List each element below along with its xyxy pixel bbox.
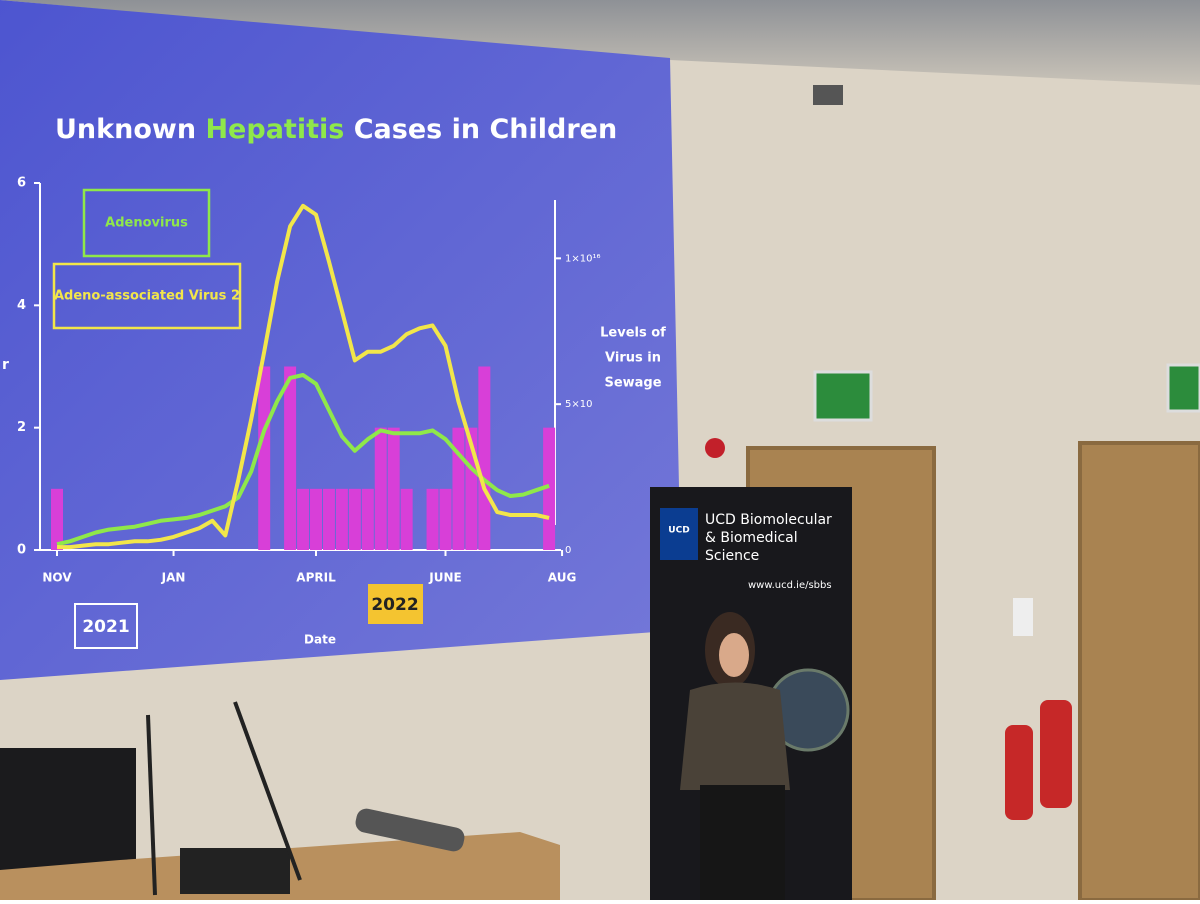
legend-box xyxy=(52,262,242,330)
y-tick-label: 6 xyxy=(17,176,26,191)
y-axis-label: r xyxy=(2,357,9,373)
wall-switch xyxy=(1013,598,1033,636)
title-part: Hepatitis xyxy=(205,114,344,145)
bar xyxy=(258,366,271,550)
bar xyxy=(426,488,439,550)
desk-device xyxy=(180,848,290,894)
microphone xyxy=(146,714,157,896)
banner-text: Science xyxy=(705,548,759,564)
object-on-desk xyxy=(355,808,465,852)
x-tick-label: APRIL xyxy=(296,571,336,585)
bar xyxy=(51,488,63,550)
monitor xyxy=(0,748,136,874)
bar xyxy=(543,427,556,550)
legend-label: Adeno-associated Virus 2 xyxy=(54,289,240,304)
banner-url: www.ucd.ie/sbbs xyxy=(748,580,832,591)
line-series xyxy=(56,373,550,547)
legend-box xyxy=(82,188,211,258)
exit-sign xyxy=(1166,363,1200,413)
y2-tick-label: 0 xyxy=(565,545,571,556)
x-tick-label: NOV xyxy=(42,571,72,585)
bar xyxy=(439,488,452,550)
bar xyxy=(452,427,465,550)
year-box xyxy=(74,603,138,649)
bar xyxy=(335,488,348,550)
y2-axis-label: Levels of xyxy=(600,326,666,341)
legend-label: Adenovirus xyxy=(105,216,188,231)
chart-title: Unknown Hepatitis Cases in Children xyxy=(55,114,617,145)
y-tick-label: 0 xyxy=(17,543,26,558)
bar xyxy=(310,488,322,550)
y2-tick-label: 1×10¹⁶ xyxy=(565,253,600,264)
y-tick-label: 2 xyxy=(17,420,26,435)
banner-logo-text: UCD xyxy=(668,526,689,536)
bar xyxy=(478,366,491,550)
bar xyxy=(387,427,400,550)
bar xyxy=(348,488,361,550)
projected-slide xyxy=(0,0,682,680)
person-shirt xyxy=(680,682,790,790)
bar xyxy=(322,488,335,550)
y2-tick-label: 5×10 xyxy=(565,399,592,410)
door xyxy=(1078,441,1200,902)
y-tick-label: 4 xyxy=(17,298,26,313)
x-axis-label: Date xyxy=(304,633,336,647)
y2-axis-label: Sewage xyxy=(604,376,661,391)
title-part: Cases in Children xyxy=(354,114,618,145)
bar xyxy=(361,488,374,550)
bar xyxy=(297,488,310,550)
title-part: Unknown xyxy=(55,114,196,145)
bar xyxy=(400,488,413,550)
exit-sign xyxy=(813,370,873,422)
y2-axis-label: Virus in xyxy=(605,351,661,366)
fire-extinguisher xyxy=(1005,725,1033,820)
person-face xyxy=(719,633,749,677)
person-trousers xyxy=(700,785,785,900)
alarm xyxy=(705,438,725,458)
banner-logo xyxy=(660,508,698,560)
bar xyxy=(374,427,387,550)
x-tick-label: JUNE xyxy=(428,571,461,585)
x-tick-label: AUG xyxy=(548,571,577,585)
year-label: 2022 xyxy=(371,595,418,615)
year-box xyxy=(368,584,423,624)
banner-text: UCD Biomolecular xyxy=(705,512,832,528)
banner-text: & Biomedical xyxy=(705,530,798,546)
wall-box xyxy=(813,85,843,105)
fire-extinguisher xyxy=(1040,700,1072,808)
ceiling xyxy=(0,0,1200,85)
microphone xyxy=(233,701,302,881)
bar xyxy=(284,366,297,550)
year-label: 2021 xyxy=(82,617,129,637)
x-tick-label: JAN xyxy=(161,571,186,585)
chart: Unknown Hepatitis Cases in Children r Da… xyxy=(2,114,666,649)
line-series xyxy=(57,203,550,550)
